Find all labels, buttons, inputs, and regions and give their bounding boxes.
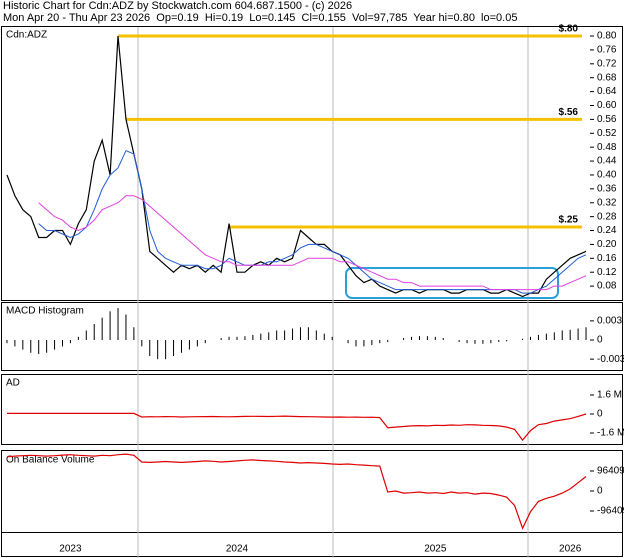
price-frame [1,26,623,301]
highlight-box [345,267,559,299]
header-stats: Mon Apr 20 - Thu Apr 23 2026 Op=0.19 Hi=… [3,12,517,24]
y-tick-label: 0.36 [597,183,617,194]
year-dividers [137,27,529,558]
y-tick-label: 0.16 [597,253,617,264]
y-tick-label: 0.64 [597,86,617,97]
ad-frame [1,374,623,445]
y-tick-label: 0.24 [597,225,617,236]
series-line [6,35,587,298]
y-tick-label: -96409 [597,506,624,517]
y-tick-label: 96409 [597,466,624,477]
y-tick-label: 1.6 M [597,390,622,401]
resistance-label: $.56 [559,107,579,118]
resistance-label: $.80 [559,24,579,35]
y-tick-label: 0.44 [597,156,617,167]
y-tick-label: 0.60 [597,100,617,111]
y-tick-label: 0.80 [597,31,617,42]
y-tick-label: 0.12 [597,267,617,278]
resistance-label: $.25 [559,215,579,226]
y-tick-label: 0.003 [597,316,622,327]
y-tick-label: 0.56 [597,114,617,125]
series-line [7,412,587,442]
series-line [6,453,587,530]
y-tick-label: 0.52 [597,128,617,139]
header-title: Historic Chart for Cdn:ADZ by Stockwatch… [3,0,352,12]
y-tick-label: 0.72 [597,58,617,69]
y-tick-label: 0.68 [597,72,617,83]
x-tick-label: 2024 [226,544,249,555]
y-tick-label: 0.40 [597,170,617,181]
x-tick-label: 2025 [424,544,447,555]
x-tick-label: 2026 [559,544,582,555]
y-tick-label: 0.32 [597,197,617,208]
macd-frame [1,302,623,371]
y-tick-label: 0.48 [597,142,617,153]
x-tick-label: 2023 [59,544,82,555]
series-line [38,195,587,291]
panel-title: AD [6,378,20,389]
panel-title: MACD Histogram [6,306,84,317]
y-tick-label: 0.08 [597,281,617,292]
y-tick-label: 0 [597,409,603,420]
panel-title: Cdn:ADZ [6,30,47,41]
y-tick-label: -0.003 [597,354,624,365]
y-tick-label: 0.76 [597,45,617,56]
panel-title: On Balance Volume [6,455,95,466]
panel-frames [1,26,623,557]
y-tick-label: 0.28 [597,211,617,222]
axis-frame [1,532,623,557]
y-tick-label: 0 [597,335,603,346]
y-tick-label: 0.20 [597,239,617,250]
y-tick-label: 0 [597,486,603,497]
y-tick-label: -1.6 M [597,428,624,439]
